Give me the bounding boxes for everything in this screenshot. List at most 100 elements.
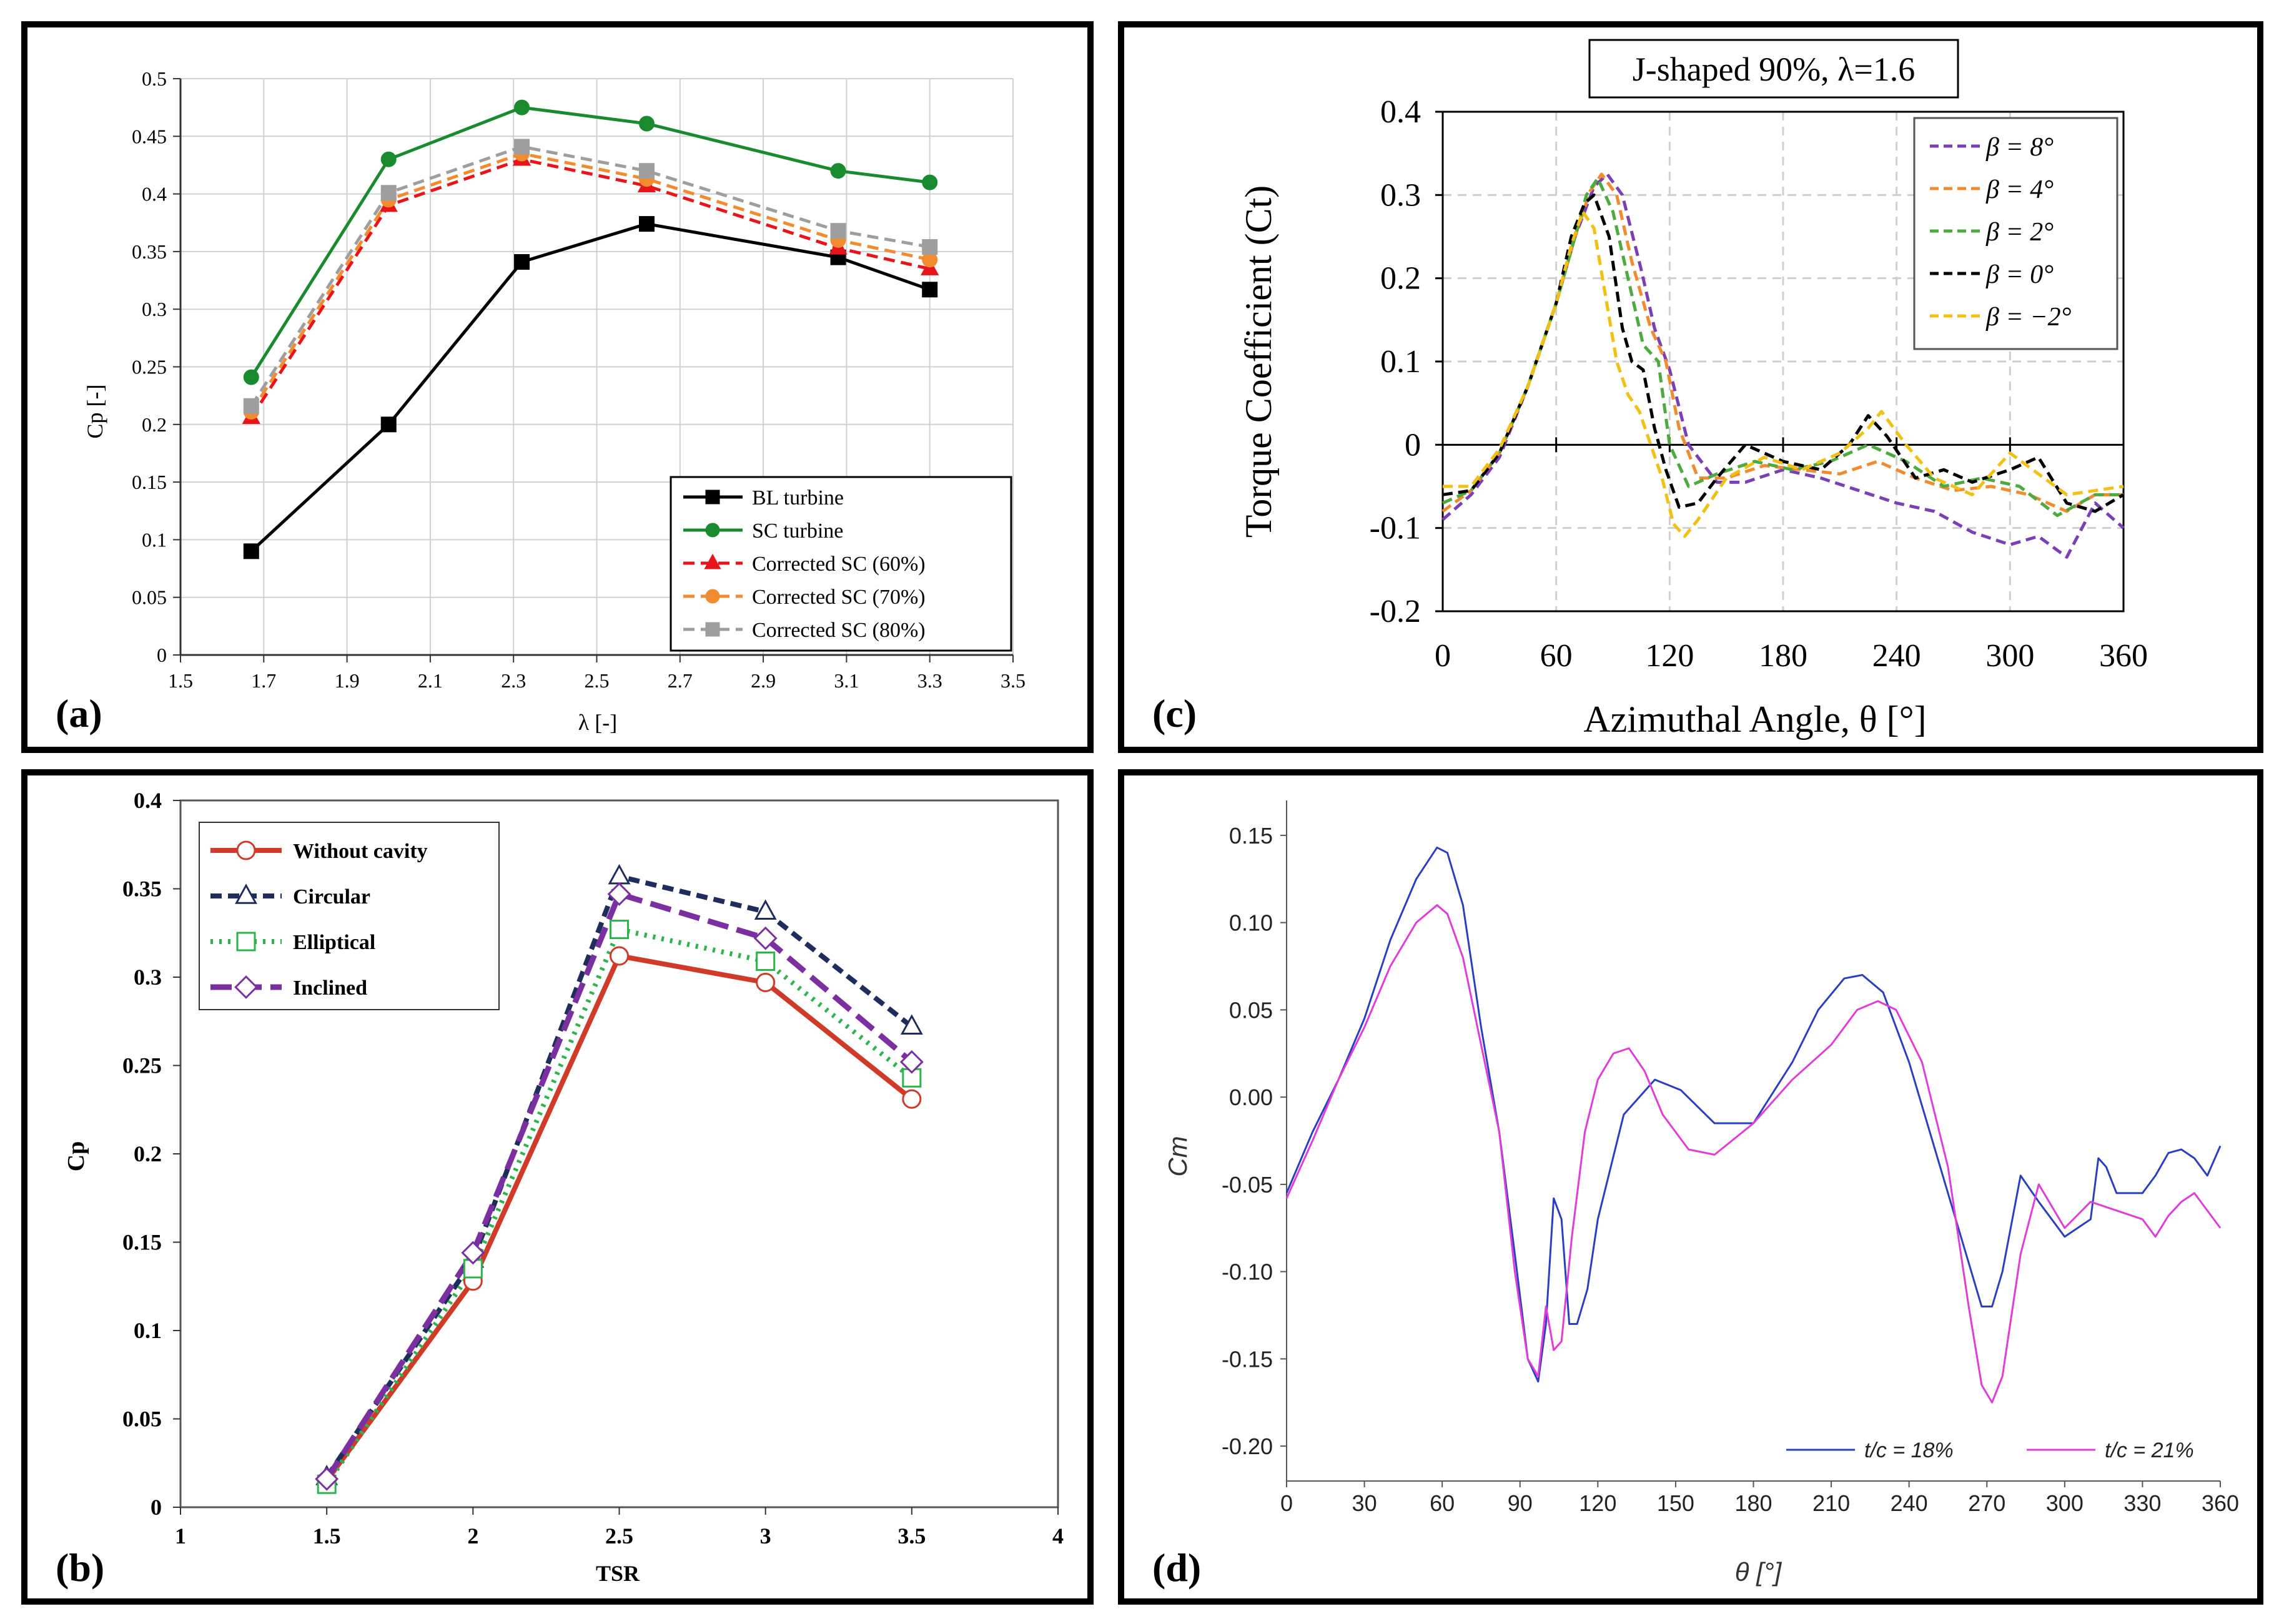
chart-a-ytick-label: 0.05 — [132, 586, 167, 609]
chart-b-xtick-label: 3 — [760, 1523, 771, 1548]
chart-c-legend-label: β = 2° — [1985, 218, 2054, 247]
chart-a-xtick-label: 3.1 — [834, 669, 859, 692]
chart-a-legend-marker — [705, 523, 720, 538]
chart-d-xtick-label: 210 — [1812, 1490, 1850, 1516]
chart-b-svg: 1 1.5 2 2.5 3 3.5 4 0 0.05 0.1 0.15 0.2 0.25 0.3 0.35 0… — [56, 788, 1064, 1590]
chart-d-xtick-label: 300 — [2046, 1490, 2084, 1516]
panel-d: 0 30 60 90 120 150 180 210 240 270 300 330 360 -0.20 -… — [1118, 769, 2263, 1605]
chart-c-panel-label: (c) — [1152, 691, 1197, 736]
chart-d-ytick-label: -0.05 — [1222, 1172, 1273, 1198]
chart-b-ytick-label: 0.1 — [134, 1318, 162, 1343]
chart-a-point-s4 — [830, 223, 846, 239]
chart-b-panel-label: (b) — [56, 1545, 104, 1590]
chart-d-legend-label: t/c = 18% — [1864, 1439, 1954, 1462]
chart-b-point-s2 — [756, 952, 776, 972]
chart-c-xtick-label: 0 — [1435, 638, 1451, 674]
chart-a-xtick-label: 2.7 — [668, 669, 693, 692]
chart-a-ylabel: Cp [-] — [82, 385, 107, 439]
chart-a-point-s1 — [638, 116, 655, 132]
chart-c-series-line-3 — [1442, 193, 2125, 513]
chart-a-legend-label: Corrected SC (70%) — [752, 586, 926, 609]
chart-a-point-s4 — [638, 163, 655, 179]
chart-a-ytick-label: 0.5 — [142, 67, 167, 90]
chart-b-ylabel: Cp — [63, 1141, 89, 1172]
chart-a-xtick-label: 1.9 — [335, 669, 360, 692]
chart-a-legend-label: SC turbine — [752, 519, 843, 543]
chart-b-ytick-label: 0.05 — [122, 1407, 162, 1432]
chart-d-series-line-1 — [1285, 904, 2222, 1404]
chart-c-legend-label: β = 4° — [1985, 175, 2054, 204]
chart-c-legend-label: β = −2° — [1985, 303, 2072, 332]
chart-c-xlabel: Azimuthal Angle, θ [°] — [1583, 699, 1926, 740]
chart-a-legend-label: Corrected SC (60%) — [752, 553, 926, 576]
chart-b-ytick-label: 0.3 — [134, 965, 162, 990]
chart-a-series-line-2 — [250, 157, 931, 419]
chart-d-xtick-label: 240 — [1891, 1490, 1928, 1516]
chart-a-point-s0 — [638, 216, 655, 232]
chart-b-legend-marker — [236, 932, 256, 952]
chart-c-xtick-label: 120 — [1645, 638, 1694, 674]
chart-a-point-s2 — [921, 258, 939, 275]
chart-a-point-s4 — [922, 239, 938, 255]
chart-c-xtick-label: 60 — [1540, 638, 1573, 674]
chart-a-xtick-label: 2.5 — [585, 669, 610, 692]
chart-b-point-s0 — [756, 972, 776, 992]
chart-d-ytick-label: -0.20 — [1222, 1434, 1273, 1459]
chart-a-point-s0 — [243, 543, 259, 559]
chart-a-legend-marker — [704, 553, 721, 569]
chart-a-series-line-4 — [250, 145, 931, 407]
chart-d-xtick-label: 30 — [1352, 1490, 1377, 1516]
chart-b-point-s0 — [610, 946, 629, 966]
chart-c-xtick-label: 300 — [1985, 638, 2034, 674]
chart-c-ylabel: Torque Coefficient (Ct) — [1238, 185, 1279, 538]
chart-c-ytick-label: -0.1 — [1370, 511, 1421, 546]
chart-d-xtick-label: 120 — [1579, 1490, 1616, 1516]
chart-d-xtick-label: 0 — [1280, 1490, 1293, 1516]
chart-d-xtick-label: 180 — [1734, 1490, 1772, 1516]
chart-a-legend-marker — [705, 622, 720, 637]
chart-a-xtick-label: 2.3 — [501, 669, 526, 692]
chart-b-point-s1 — [754, 899, 777, 920]
chart-b-point-s3 — [753, 926, 778, 950]
chart-a-series-line-0 — [250, 222, 931, 553]
chart-a-point-s4 — [380, 185, 397, 201]
chart-d-ylabel: Cm — [1163, 1136, 1192, 1176]
chart-d-xtick-label: 330 — [2123, 1490, 2161, 1516]
chart-b-xtick-label: 1.5 — [313, 1523, 341, 1548]
chart-c-ytick-label: 0.3 — [1380, 177, 1421, 213]
chart-b-legend-label: Circular — [293, 885, 370, 908]
chart-a-ytick-label: 0.35 — [132, 240, 167, 263]
chart-c-plot-frame — [1441, 111, 2125, 613]
chart-c-legend-label: β = 0° — [1985, 260, 2054, 289]
chart-a-point-s0 — [514, 254, 530, 270]
chart-c-svg: 0 60 120 180 240 300 360 -0.2 -0.1 0 0.1 0.2 0.3 0.4 β… — [1152, 39, 2148, 740]
panel-b: 1 1.5 2 2.5 3 3.5 4 0 0.05 0.1 0.15 0.2 0.25 0.3 0.35 0… — [21, 769, 1094, 1605]
chart-a-legend-label: BL turbine — [752, 486, 844, 509]
chart-a-xtick-label: 1.7 — [251, 669, 276, 692]
chart-c-title-box — [1588, 39, 1959, 99]
chart-c-xtick-label: 180 — [1759, 638, 1807, 674]
chart-b-ytick-label: 0.35 — [122, 877, 162, 902]
chart-c-ytick-label: 0.4 — [1380, 94, 1421, 130]
chart-a-xtick-label: 3.5 — [1001, 669, 1026, 692]
chart-a-ytick-label: 0.3 — [142, 298, 167, 320]
chart-d-ytick-label: 0.15 — [1229, 823, 1273, 849]
chart-b-ytick-label: 0.2 — [134, 1141, 162, 1166]
chart-a-point-s4 — [514, 139, 530, 155]
chart-b-point-s3 — [899, 1050, 924, 1074]
chart-c-ytick-label: 0.2 — [1380, 261, 1421, 297]
chart-d-legend-label: t/c = 21% — [2105, 1439, 2194, 1462]
chart-a-svg: 1.5 1.7 1.9 2.1 2.3 2.5 2.7 2.9 3.1 3.3 3.5 0 0.05 0.… — [56, 67, 1026, 736]
chart-d-xtick-label: 360 — [2202, 1490, 2239, 1516]
chart-a-point-s1 — [380, 151, 397, 167]
chart-a-xtick-label: 1.5 — [168, 669, 193, 692]
chart-d-ytick-label: 0.10 — [1229, 910, 1273, 936]
chart-a-xtick-label: 3.3 — [917, 669, 942, 692]
panel-c: 0 60 120 180 240 300 360 -0.2 -0.1 0 0.1 0.2 0.3 0.4 β… — [1118, 21, 2263, 753]
chart-d-svg: 0 30 60 90 120 150 180 210 240 270 300 330 360 -0.20 -… — [1152, 800, 2239, 1590]
chart-a-series-line-1 — [250, 106, 931, 378]
chart-b-xlabel: TSR — [596, 1561, 640, 1586]
chart-a-ytick-label: 0.15 — [132, 471, 167, 493]
chart-a-xtick-label: 2.9 — [751, 669, 776, 692]
chart-b-point-s0 — [902, 1089, 922, 1109]
